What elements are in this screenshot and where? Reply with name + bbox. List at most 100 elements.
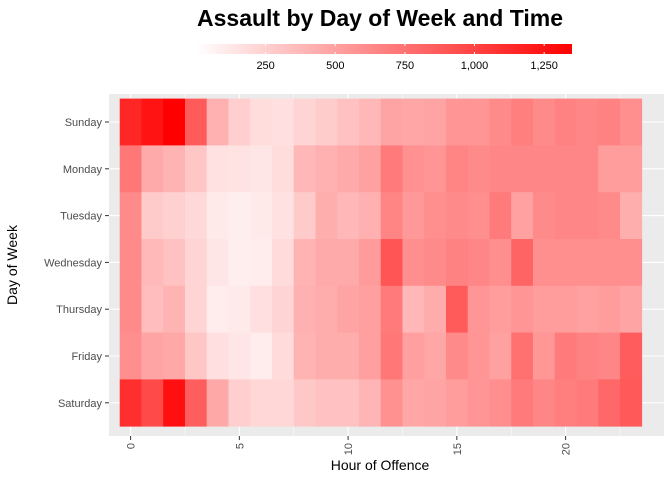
heatmap-cell [184,379,208,427]
heatmap-cell [206,239,229,287]
heatmap-cell [554,332,577,380]
heatmap-cell [554,379,577,427]
heatmap-cell [402,239,425,287]
heatmap-cell [119,285,142,333]
heatmap-cell [315,145,338,193]
heatmap-cell [315,192,338,240]
heatmap-cell [184,332,208,380]
heatmap-cell [619,332,643,380]
heatmap-cell [380,192,403,240]
heatmap-cell [402,145,425,193]
legend-colorbar [196,44,572,54]
x-tick-label: 5 [234,443,246,449]
heatmap-cell [380,379,403,427]
heatmap-cell [163,145,186,193]
heatmap-cell [141,145,164,193]
heatmap-cell [141,379,164,427]
y-tick-label: Friday [71,351,102,363]
heatmap-cell [206,192,229,240]
heatmap-cell [206,332,229,380]
heatmap-cell [293,379,316,427]
heatmap-cell [141,285,164,333]
heatmap-cell [250,379,273,427]
heatmap-cell [598,285,621,333]
heatmap-cell [532,192,556,240]
heatmap-cell [163,98,186,146]
heatmap-cell [163,332,186,380]
heatmap-cell [619,239,643,287]
heatmap-cell [619,192,643,240]
heatmap-cell [445,285,469,333]
heatmap-cell [119,239,142,287]
heatmap-cell [467,239,490,287]
legend-tick-label: 500 [326,60,344,72]
heatmap-cell [511,239,534,287]
heatmap-cell [619,379,643,427]
heatmap-cell [163,379,186,427]
heatmap-cell [358,379,382,427]
heatmap-cell [467,192,490,240]
heatmap-cell [293,285,316,333]
heatmap-cell [293,332,316,380]
heatmap-cell [489,332,512,380]
heatmap-cell [402,379,425,427]
heatmap-cell [598,239,621,287]
heatmap-cell [271,98,295,146]
heatmap-cell [424,332,447,380]
heatmap-cell [315,98,338,146]
heatmap-cell [598,192,621,240]
y-tick-label: Wednesday [44,257,102,269]
y-tick-label: Sunday [65,117,103,129]
heatmap-cell [445,332,469,380]
heatmap-cell [141,332,164,380]
heatmap-cell [554,145,577,193]
heatmap-cell [532,98,556,146]
heatmap-cell [511,332,534,380]
heatmap-cell [445,192,469,240]
heatmap-cell [445,98,469,146]
y-tick-label: Thursday [56,304,102,316]
heatmap-cell [576,192,599,240]
heatmap-cell [119,98,142,146]
heatmap-cell [598,379,621,427]
heatmap-cell [598,332,621,380]
heatmap-cell [271,285,295,333]
heatmap-cell [337,379,360,427]
heatmap-cell [250,98,273,146]
heatmap-cell [228,192,251,240]
heatmap-cell [271,192,295,240]
heatmap-cell [424,285,447,333]
heatmap-cell [489,192,512,240]
heatmap-cell [271,145,295,193]
heatmap-cell [511,192,534,240]
heatmap-cell [206,145,229,193]
heatmap-cell [315,285,338,333]
heatmap-cell [576,239,599,287]
heatmap-cell [532,239,556,287]
heatmap-cell [228,239,251,287]
heatmap-cell [315,332,338,380]
heatmap-cell [576,379,599,427]
heatmap-cell [337,192,360,240]
x-tick-label: 10 [343,443,355,455]
heatmap-cell [511,98,534,146]
heatmap-cell [184,98,208,146]
heatmap-cell [228,332,251,380]
heatmap-cell [445,379,469,427]
heatmap-cell [163,285,186,333]
heatmap-cell [489,98,512,146]
heatmap-cell [619,285,643,333]
heatmap-cell [337,145,360,193]
heatmap-cell [358,145,382,193]
heatmap-cell [119,192,142,240]
heatmap-cell [206,98,229,146]
heatmap-cell [532,285,556,333]
heatmap-cell [467,98,490,146]
y-axis-title: Day of Week [4,224,20,305]
heatmap-cell [489,239,512,287]
heatmap-cell [228,379,251,427]
heatmap-cell [271,332,295,380]
heatmap-cell [489,145,512,193]
heatmap-cell [402,285,425,333]
chart-title: Assault by Day of Week and Time [197,5,563,31]
